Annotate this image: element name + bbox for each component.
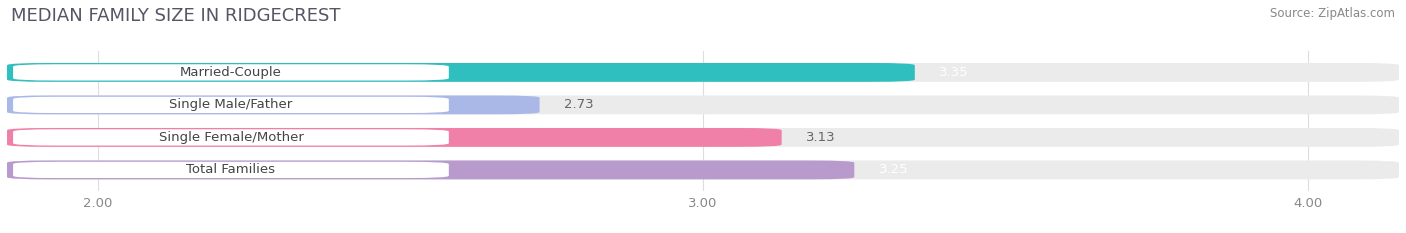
Text: Single Female/Mother: Single Female/Mother (159, 131, 304, 144)
FancyBboxPatch shape (7, 128, 1399, 147)
Text: MEDIAN FAMILY SIZE IN RIDGECREST: MEDIAN FAMILY SIZE IN RIDGECREST (11, 7, 340, 25)
Text: 3.25: 3.25 (879, 163, 908, 176)
FancyBboxPatch shape (13, 64, 449, 81)
FancyBboxPatch shape (7, 161, 1399, 179)
FancyBboxPatch shape (13, 97, 449, 113)
Text: Married-Couple: Married-Couple (180, 66, 281, 79)
FancyBboxPatch shape (7, 96, 1399, 114)
FancyBboxPatch shape (7, 96, 540, 114)
Text: 2.73: 2.73 (564, 98, 593, 111)
Text: Total Families: Total Families (187, 163, 276, 176)
FancyBboxPatch shape (7, 63, 1399, 82)
FancyBboxPatch shape (13, 129, 449, 146)
FancyBboxPatch shape (13, 162, 449, 178)
Text: 3.13: 3.13 (806, 131, 835, 144)
FancyBboxPatch shape (7, 161, 855, 179)
Text: Source: ZipAtlas.com: Source: ZipAtlas.com (1270, 7, 1395, 20)
FancyBboxPatch shape (7, 63, 915, 82)
Text: 3.35: 3.35 (939, 66, 969, 79)
Text: Single Male/Father: Single Male/Father (169, 98, 292, 111)
FancyBboxPatch shape (7, 128, 782, 147)
